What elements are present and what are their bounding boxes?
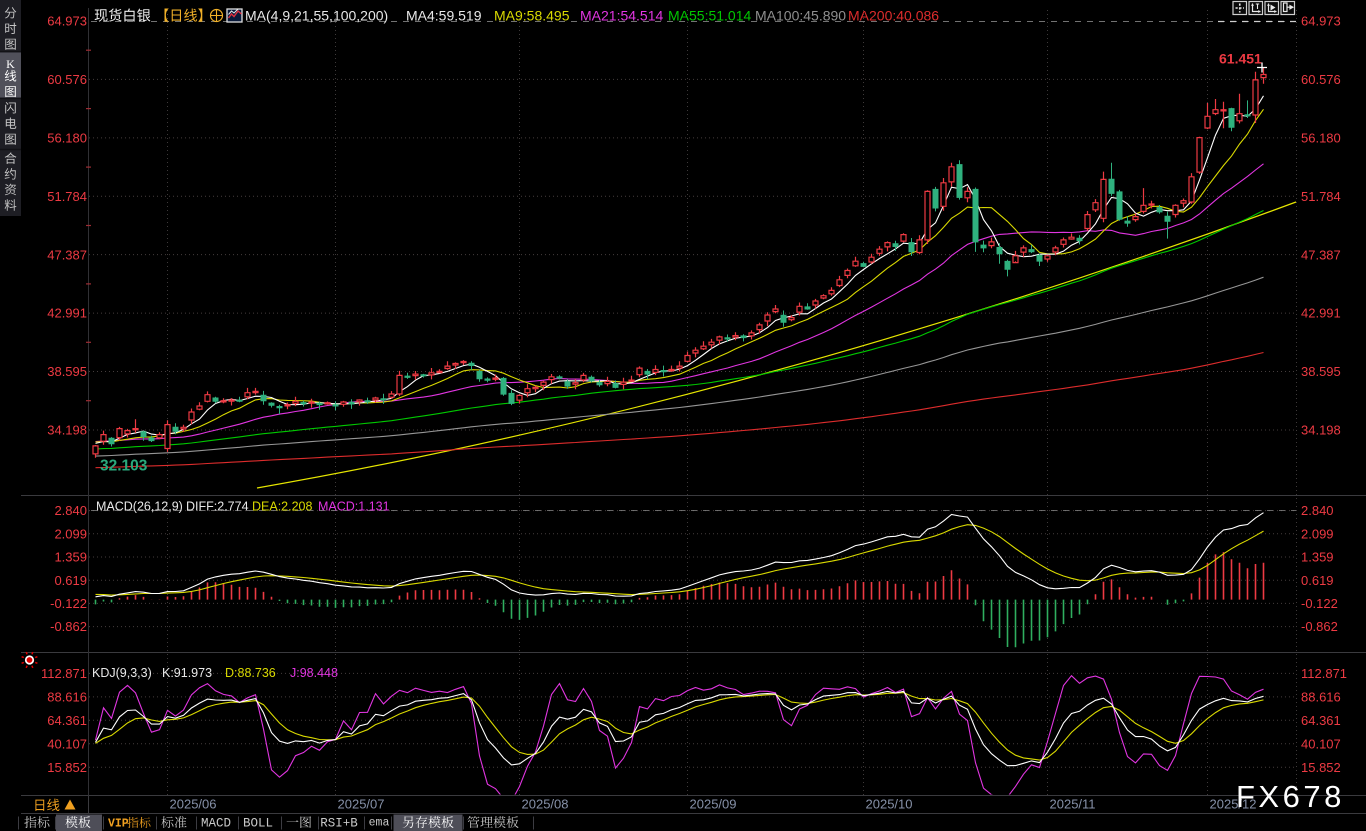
svg-text:2025/06: 2025/06 [170,797,217,812]
svg-text:64.361: 64.361 [47,713,87,728]
svg-text:15.852: 15.852 [1301,760,1341,775]
svg-text:MA100:45.890: MA100:45.890 [755,8,846,24]
svg-text:MACD: MACD [201,817,231,831]
svg-text:2.099: 2.099 [54,526,87,541]
svg-text:VIP: VIP [108,818,129,831]
svg-text:MA55:51.014: MA55:51.014 [668,8,751,24]
svg-text:MA4:59.519: MA4:59.519 [406,8,482,24]
svg-text:38.595: 38.595 [1301,364,1341,379]
svg-text:34.198: 34.198 [47,423,87,438]
svg-text:2025/12: 2025/12 [1210,797,1257,812]
svg-text:112.871: 112.871 [41,666,87,681]
svg-text:MA200:40.086: MA200:40.086 [848,8,939,24]
svg-text:60.576: 60.576 [47,72,87,87]
svg-text:47.387: 47.387 [1301,247,1341,262]
svg-text:60.576: 60.576 [1301,72,1341,87]
svg-text:42.991: 42.991 [1301,306,1341,321]
svg-text:2.840: 2.840 [1301,503,1334,518]
svg-text:-0.122: -0.122 [1301,596,1338,611]
svg-text:MA21:54.514: MA21:54.514 [580,8,663,24]
svg-text:56.180: 56.180 [1301,130,1341,145]
svg-text:DEA:2.208: DEA:2.208 [252,500,313,514]
svg-text:MACD(26,12,9): MACD(26,12,9) [96,500,183,514]
svg-text:2025/11: 2025/11 [1050,797,1096,812]
svg-text:-0.862: -0.862 [1301,619,1338,634]
svg-text:K: K [6,57,15,71]
svg-text:MACD:1.131: MACD:1.131 [318,500,390,514]
svg-text:88.616: 88.616 [47,690,87,705]
svg-text:MA9:58.495: MA9:58.495 [494,8,570,24]
svg-text:88.616: 88.616 [1301,690,1341,705]
svg-text:1.359: 1.359 [1301,550,1334,565]
svg-text:BOLL: BOLL [243,817,273,831]
svg-text:15.852: 15.852 [47,760,87,775]
svg-text:-0.122: -0.122 [50,596,87,611]
svg-text:2025/07: 2025/07 [338,797,385,812]
svg-text:MA(4,9,21,55,100,200): MA(4,9,21,55,100,200) [245,8,388,24]
svg-text:0.619: 0.619 [54,573,87,588]
svg-text:2025/10: 2025/10 [866,797,913,812]
svg-text:56.180: 56.180 [47,130,87,145]
svg-text:112.871: 112.871 [1301,666,1347,681]
svg-text:34.198: 34.198 [1301,423,1341,438]
svg-text:J:98.448: J:98.448 [290,666,338,680]
svg-text:ema: ema [369,817,390,830]
svg-text:47.387: 47.387 [47,247,87,262]
svg-text:64.973: 64.973 [47,14,87,29]
svg-text:64.973: 64.973 [1301,14,1341,29]
svg-text:DIFF:2.774: DIFF:2.774 [186,500,249,514]
svg-text:64.361: 64.361 [1301,713,1341,728]
svg-text:1.359: 1.359 [54,550,87,565]
svg-text:32.103: 32.103 [100,458,148,475]
svg-text:KDJ(9,3,3): KDJ(9,3,3) [92,666,152,680]
svg-text:42.991: 42.991 [47,306,87,321]
svg-text:FX678: FX678 [1236,779,1345,814]
svg-text:D:88.736: D:88.736 [225,666,276,680]
svg-text:2025/09: 2025/09 [690,797,737,812]
svg-text:-0.862: -0.862 [50,619,87,634]
svg-text:40.107: 40.107 [1301,736,1341,751]
svg-text:K:91.973: K:91.973 [162,666,212,680]
svg-text:RSI+B: RSI+B [320,817,358,831]
svg-text:51.784: 51.784 [47,189,87,204]
svg-text:61.451: 61.451 [1219,51,1262,67]
svg-text:51.784: 51.784 [1301,189,1341,204]
svg-text:2025/08: 2025/08 [522,797,569,812]
svg-text:0.619: 0.619 [1301,573,1334,588]
svg-text:40.107: 40.107 [47,736,87,751]
svg-text:2.099: 2.099 [1301,526,1334,541]
svg-text:2.840: 2.840 [54,503,87,518]
svg-text:38.595: 38.595 [47,364,87,379]
